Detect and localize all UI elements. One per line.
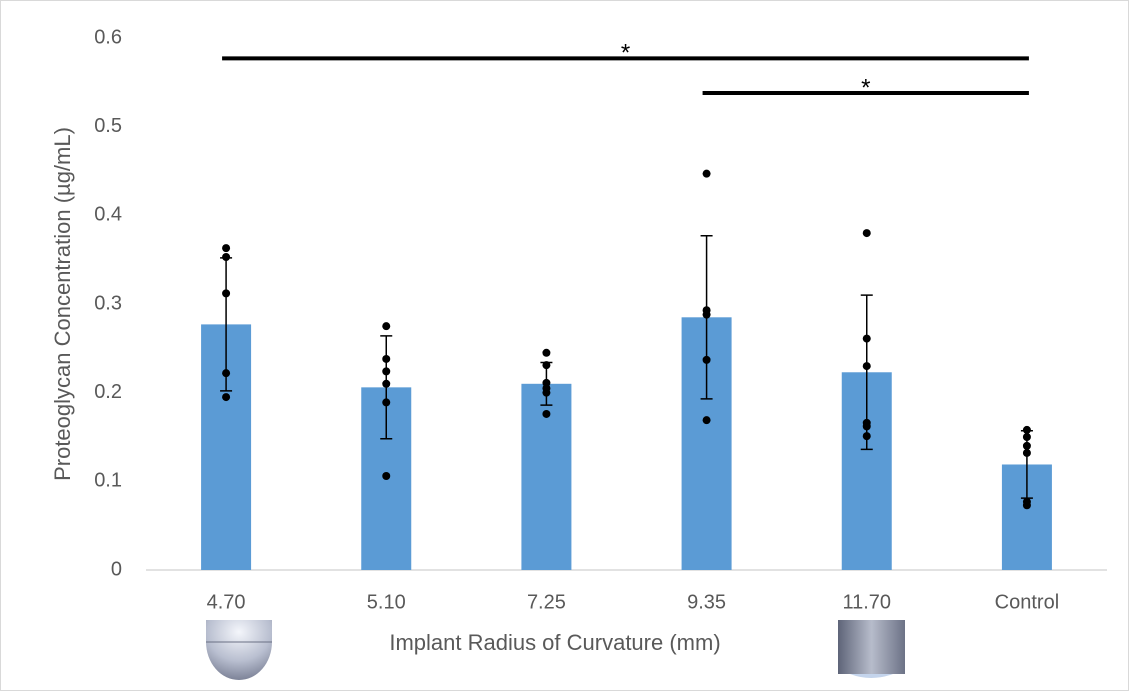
data-point [222, 244, 231, 253]
significance-label: * [621, 40, 630, 67]
data-point [382, 379, 391, 388]
data-point [1022, 448, 1031, 457]
y-tick-label: 0.3 [94, 292, 122, 314]
data-point [382, 322, 391, 331]
x-tick-label: 4.70 [207, 591, 246, 613]
y-tick-label: 0.4 [94, 204, 122, 226]
x-tick-label: 11.70 [842, 591, 891, 613]
implant-icon-large [838, 620, 905, 678]
data-point [862, 334, 871, 343]
data-point [702, 355, 711, 364]
data-point [862, 362, 871, 371]
y-tick-label: 0 [111, 558, 122, 580]
data-point [222, 369, 231, 378]
data-point [1022, 501, 1031, 510]
y-axis-title: Proteoglycan Concentration (µg/mL) [50, 127, 75, 481]
data-point [382, 398, 391, 407]
data-point [862, 422, 871, 431]
data-point [222, 253, 231, 262]
data-point [542, 361, 551, 370]
significance-label: * [861, 74, 870, 101]
data-point [382, 472, 391, 481]
data-point [862, 432, 871, 441]
data-point [702, 169, 711, 178]
y-tick-label: 0.6 [94, 26, 122, 48]
data-point [542, 348, 551, 357]
y-tick-label: 0.5 [94, 115, 122, 137]
x-tick-label: Control [995, 591, 1059, 613]
data-point [222, 393, 231, 402]
x-tick-label: 7.25 [527, 591, 566, 613]
data-point [542, 388, 551, 397]
data-point [222, 289, 231, 298]
x-tick-label: 5.10 [367, 591, 406, 613]
x-tick-label: 9.35 [687, 591, 726, 613]
data-point [382, 367, 391, 376]
data-point [702, 416, 711, 425]
data-point [702, 310, 711, 319]
y-tick-label: 0.2 [94, 381, 122, 403]
data-point [862, 229, 871, 238]
x-axis-title: Implant Radius of Curvature (mm) [389, 630, 720, 655]
y-tick-label: 0.1 [94, 470, 122, 492]
data-point [1022, 433, 1031, 441]
data-point [1022, 425, 1031, 434]
data-point [542, 409, 551, 418]
data-point [382, 354, 391, 363]
implant-icon-small [206, 620, 272, 680]
data-point [1022, 441, 1031, 450]
